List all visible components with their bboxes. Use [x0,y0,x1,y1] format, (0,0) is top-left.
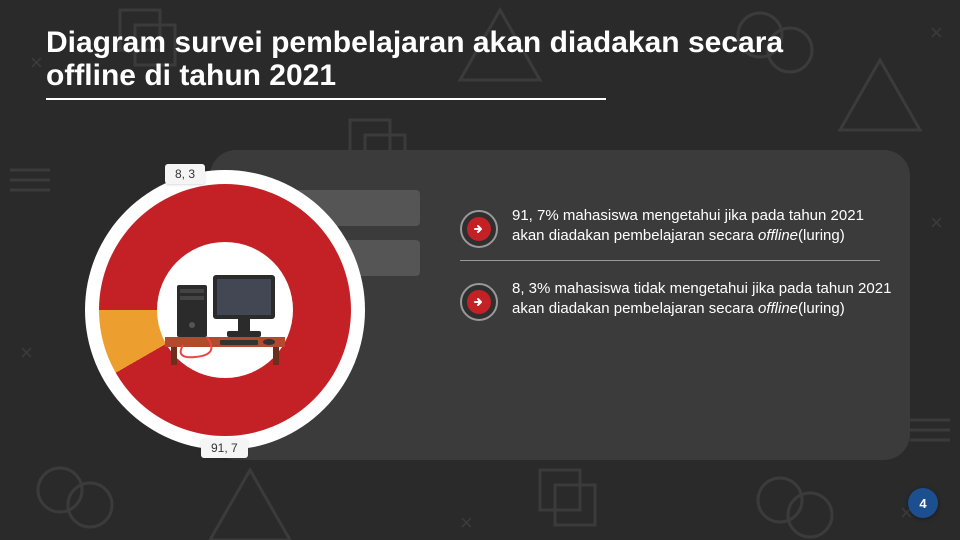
svg-text:×: × [930,20,943,45]
bullet-item: 8, 3% mahasiswa tidak mengetahui jika pa… [460,279,900,321]
bullet-list: 91, 7% mahasiswa mengetahui jika pada ta… [460,206,900,333]
donut-center [157,242,293,378]
arrow-circle-icon [460,210,498,248]
svg-text:×: × [930,210,943,235]
bullet-item: 91, 7% mahasiswa mengetahui jika pada ta… [460,206,900,248]
svg-text:×: × [20,340,33,365]
slice-label-minor: 8, 3 [165,164,205,184]
bullet-text: 8, 3% mahasiswa tidak mengetahui jika pa… [512,279,900,320]
title-underline [46,98,606,100]
title-block: Diagram survei pembelajaran akan diadaka… [46,26,880,100]
page-number-badge: 4 [908,488,938,518]
separator-line [460,260,880,261]
donut-chart: 8, 3 91, 7 [85,170,365,450]
computer-desk-icon [165,255,285,365]
svg-text:×: × [460,510,473,535]
page-title: Diagram survei pembelajaran akan diadaka… [46,26,880,92]
slice-label-major: 91, 7 [201,438,248,458]
arrow-circle-icon [460,283,498,321]
svg-text:×: × [30,50,43,75]
bullet-text: 91, 7% mahasiswa mengetahui jika pada ta… [512,206,900,247]
